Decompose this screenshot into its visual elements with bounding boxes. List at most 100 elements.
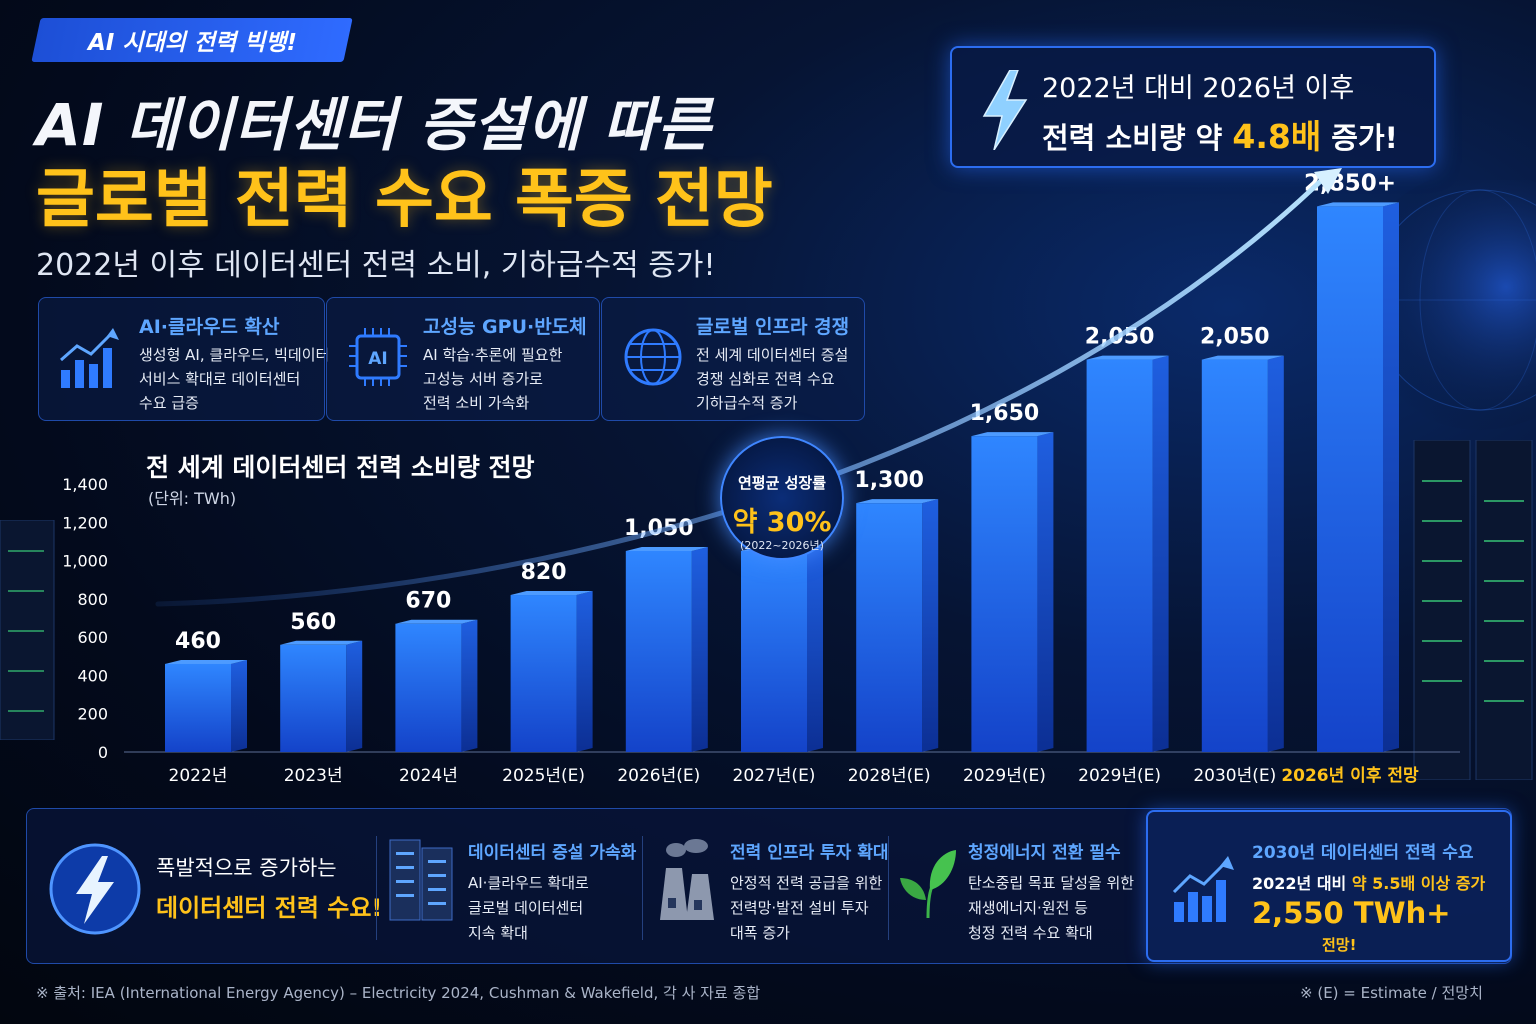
x-tick-label: 2024년	[399, 766, 458, 786]
server-rack-background-left	[0, 520, 55, 740]
growth-chart-icon	[60, 328, 119, 388]
bottom-headline2: 데이터센터 전력 수요!	[156, 894, 383, 922]
card-title: AI·클라우드 확산	[139, 316, 280, 338]
info-card-gpu: AI 고성능 GPU·반도체 AI 학습·추론에 필요한 고성능 서버 증가로 …	[326, 297, 600, 421]
bar-side	[1267, 355, 1284, 752]
lightning-bolt-icon	[982, 70, 1028, 150]
bar	[1317, 206, 1383, 752]
bar-value-label: 2,050	[1200, 325, 1270, 350]
globe-icon	[624, 328, 682, 386]
bar-side	[691, 547, 708, 752]
footer-source: ※ 출처: IEA (International Energy Agency) …	[36, 984, 761, 1002]
ai-chip-icon: AI	[349, 328, 407, 386]
bar	[510, 595, 577, 752]
bar	[856, 503, 923, 752]
bottom-item-line: 전력망·발전 설비 투자	[730, 899, 869, 917]
footer-note: ※ (E) = Estimate / 전망치	[1300, 984, 1483, 1002]
summary-line-prefix: 2022년 대비	[1252, 874, 1352, 893]
card-line: 생성형 AI, 클라우드, 빅데이터	[139, 346, 330, 364]
info-card-infra: 글로벌 인프라 경쟁 전 세계 데이터센터 증설 경쟁 심화로 전력 수요 기하…	[601, 297, 865, 421]
bar-top	[510, 591, 593, 596]
bar-top	[971, 432, 1054, 437]
bar	[1086, 359, 1153, 752]
callout-highlight: 4.8배	[1232, 117, 1322, 156]
bar-side	[922, 499, 939, 752]
bottom-item-line: 안정적 전력 공급을 위한	[730, 874, 883, 892]
trend-arrow-head	[1314, 168, 1342, 194]
bottom-item-line: 지속 확대	[468, 924, 528, 942]
card-line: 고성능 서버 증가로	[423, 370, 543, 388]
title-line2: 글로벌 전력 수요 폭증 전망	[36, 163, 773, 237]
bar-top	[395, 619, 478, 624]
bar-side	[1152, 355, 1169, 752]
card-line: 전 세계 데이터센터 증설	[696, 346, 849, 364]
bottom-item-line: 글로벌 데이터센터	[468, 899, 584, 917]
bar-top	[165, 659, 247, 664]
y-tick-label: 400	[77, 666, 108, 685]
summary-line: 2022년 대비 약 5.5배 이상 증가	[1252, 870, 1485, 894]
bar-value-label: 1,300	[854, 468, 924, 493]
bar-top	[1317, 202, 1399, 207]
bottom-item-line: AI·클라우드 확대로	[468, 874, 589, 892]
y-tick-label: 800	[77, 590, 108, 609]
bar-top	[625, 547, 708, 551]
card-line: 기하급수적 증가	[696, 394, 798, 412]
bar-side	[1037, 432, 1054, 752]
bar	[280, 644, 347, 752]
x-tick-label: 2027년(E)	[733, 766, 816, 786]
callout-line2: 전력 소비량 약 4.8배 증가!	[1042, 110, 1398, 158]
bar	[971, 436, 1038, 752]
bottom-item-title: 데이터센터 증설 가속화	[468, 843, 637, 863]
chart-title: 전 세계 데이터센터 전력 소비량 전망	[146, 453, 535, 482]
bar	[625, 551, 692, 752]
bottom-item-line: 재생에너지·원전 등	[968, 899, 1088, 917]
summary-tail: 전망!	[1322, 936, 1357, 954]
info-card-ai-cloud: AI·클라우드 확산 생성형 AI, 클라우드, 빅데이터 서비스 확대로 데이…	[38, 297, 329, 421]
callout-box: 2022년 대비 2026년 이후 전력 소비량 약 4.8배 증가!	[950, 46, 1436, 168]
server-rack-background	[1413, 440, 1533, 780]
leaf-icon	[900, 850, 956, 919]
card-line: AI 학습·추론에 필요한	[423, 346, 563, 364]
lightning-circle-icon	[49, 843, 141, 935]
x-tick-label: 2029년(E)	[963, 766, 1046, 786]
summary-title: 2030년 데이터센터 전력 수요	[1252, 843, 1474, 863]
power-plant-icon	[660, 839, 714, 920]
bar	[741, 551, 807, 752]
card-line: 서비스 확대로 데이터센터	[139, 370, 301, 388]
bar-top	[1086, 355, 1169, 360]
card-title: 글로벌 인프라 경쟁	[696, 316, 850, 338]
x-tick-label: 2026년(E)	[617, 766, 700, 786]
growth-chart-icon	[1172, 856, 1234, 922]
bar-value-label: 820	[521, 560, 567, 585]
card-line: 경쟁 심화로 전력 수요	[696, 370, 835, 388]
bar	[1201, 359, 1268, 752]
summary-box: 2030년 데이터센터 전력 수요 2022년 대비 약 5.5배 이상 증가 …	[1146, 810, 1512, 962]
y-tick-label: 200	[77, 705, 108, 724]
bottom-item-title: 전력 인프라 투자 확대	[730, 843, 889, 863]
divider	[376, 836, 377, 940]
callout-line2-prefix: 전력 소비량 약	[1042, 121, 1233, 155]
card-line: 수요 급증	[139, 394, 199, 412]
summary-big-value: 2,550 TWh+	[1252, 896, 1451, 930]
bar-side	[461, 619, 478, 752]
bottom-item-line: 청정 전력 수요 확대	[968, 924, 1093, 942]
x-tick-label: 2023년	[284, 766, 343, 786]
bar-side	[1383, 202, 1399, 752]
y-tick-label: 0	[98, 743, 108, 762]
x-tick-label: 2030년(E)	[1193, 766, 1276, 786]
y-tick-label: 1,200	[62, 513, 108, 532]
bottom-item-title: 청정에너지 전환 필수	[968, 843, 1121, 863]
bottom-item-line: 대폭 증가	[730, 924, 790, 942]
server-rack-icon	[389, 839, 453, 921]
bar-value-label: 670	[405, 589, 451, 614]
card-title: 고성능 GPU·반도체	[423, 316, 587, 338]
y-tick-label: 600	[77, 628, 108, 647]
y-tick-label: 1,000	[62, 552, 108, 571]
ai-chip-label: AI	[368, 349, 387, 369]
bar-value-label: 560	[290, 610, 336, 635]
bar-top	[280, 640, 363, 645]
summary-highlight: 약 5.5배 이상 증가	[1351, 874, 1486, 893]
growth-period: (2022~2026년)	[740, 539, 824, 552]
callout-line2-suffix: 증가!	[1321, 121, 1398, 155]
